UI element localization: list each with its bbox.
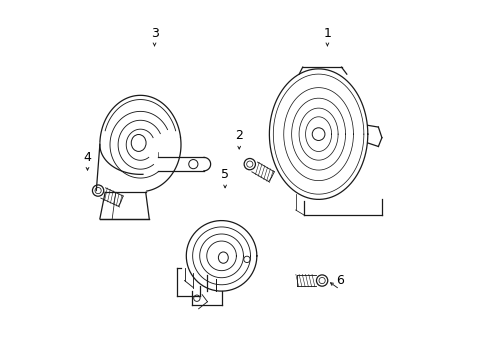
Text: 2: 2 xyxy=(235,129,243,143)
Text: 6: 6 xyxy=(335,274,343,287)
Text: 1: 1 xyxy=(323,27,331,40)
Text: 5: 5 xyxy=(221,168,228,181)
Text: 3: 3 xyxy=(150,27,158,40)
Text: 4: 4 xyxy=(83,150,91,163)
